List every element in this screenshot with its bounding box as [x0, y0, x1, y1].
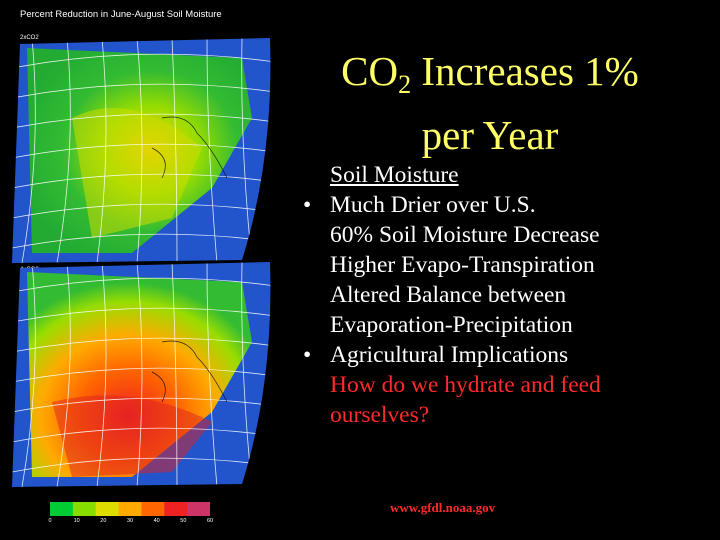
- colorbar-tick-label: 20: [100, 518, 107, 524]
- text-line: Altered Balance between: [330, 282, 567, 308]
- colorbar-segment: [141, 502, 165, 516]
- colorbar-tick-label: 0: [48, 518, 52, 524]
- colorbar-segment: [72, 502, 97, 516]
- panel-label-2xco2: 2xCO2: [20, 35, 39, 41]
- source-url: www.gfdl.noaa.gov: [390, 500, 496, 515]
- title-subscript: 2: [398, 70, 412, 99]
- colorbar-tick-label: 10: [73, 518, 80, 524]
- colorbar-segment: [50, 502, 74, 516]
- soil-moisture-figure: Percent Reduction in June-August Soil Mo…: [0, 0, 282, 540]
- map-4xco2: [12, 262, 271, 487]
- text-line: Evaporation-Precipitation: [330, 312, 573, 338]
- text-line: ourselves?: [330, 402, 430, 428]
- text-line: 60% Soil Moisture Decrease: [330, 222, 600, 248]
- title-line2: per Year: [421, 112, 559, 158]
- slide-title: CO2 Increases 1% per Year: [300, 46, 680, 160]
- text-line: Higher Evapo-Transpiration: [330, 252, 595, 278]
- bullet-list: Soil MoistureMuch Drier over U.S.60% Soi…: [300, 160, 710, 430]
- text-line: Soil Moisture: [330, 162, 459, 188]
- figure-title: Percent Reduction in June-August Soil Mo…: [20, 9, 222, 20]
- colorbar-segment: [187, 502, 210, 516]
- bullet-item: Much Drier over U.S.: [300, 190, 710, 220]
- colorbar-tick-label: 30: [126, 518, 134, 524]
- colorbar-segment: [164, 502, 188, 516]
- bullet-item: Agricultural Implications: [300, 340, 710, 370]
- colorbar-tick-labels: 0 10 20 30 40 50 60: [48, 518, 214, 528]
- title-rest: Increases 1%: [411, 48, 639, 94]
- colorbar-segment: [95, 502, 120, 516]
- colorbar-tick-label: 40: [153, 518, 160, 524]
- title-prefix: CO: [341, 48, 399, 94]
- colorbar-tick-label: 60: [206, 518, 214, 524]
- text-line: How do we hydrate and feed: [330, 372, 601, 398]
- map-2xco2: [12, 38, 271, 263]
- colorbar-segment: [118, 502, 142, 516]
- colorbar: [50, 502, 210, 516]
- colorbar-tick-label: 50: [180, 518, 187, 524]
